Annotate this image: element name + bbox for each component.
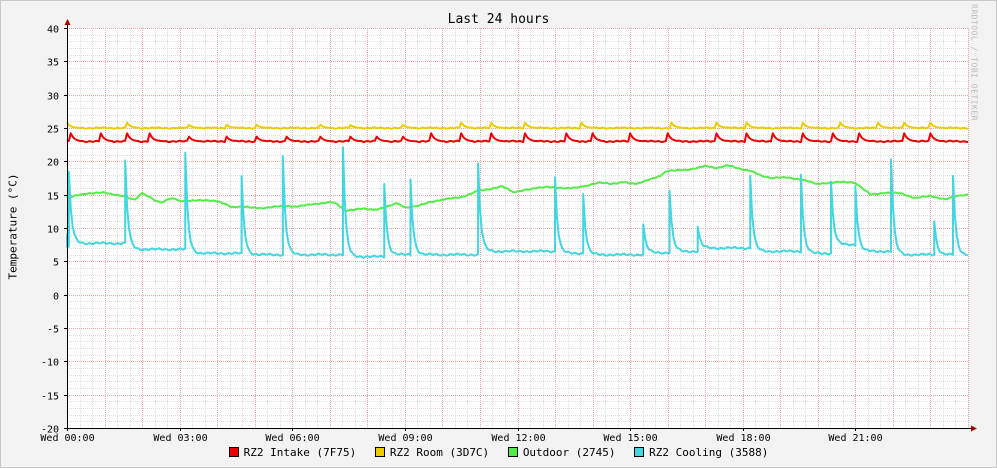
rrdtool-watermark: RRDTOOL / TOBI OETIKER (969, 4, 979, 121)
chart-title: Last 24 hours (447, 12, 550, 27)
y-tick-label: 35 (47, 58, 59, 69)
y-tick-label: -15 (41, 392, 59, 403)
series-line-2 (66, 121, 969, 130)
y-tick-label: -20 (41, 425, 59, 436)
legend-item-outdoor: Outdoor (2745) (507, 446, 616, 459)
y-tick-label: 40 (47, 25, 59, 36)
x-tick-label: Wed 21:00 (828, 433, 882, 444)
y-tick-label: 20 (47, 158, 59, 169)
x-tick-label: Wed 15:00 (603, 433, 657, 444)
legend-label-intake: RZ2 Intake (7F75) (243, 446, 357, 459)
y-tick-label: 5 (53, 258, 59, 269)
legend-label-cooling: RZ2 Cooling (3588) (649, 446, 769, 459)
x-tick-labels: Wed 00:00 Wed 03:00 Wed 06:00 Wed 09:00 Wed … (40, 433, 882, 444)
axes (64, 19, 977, 432)
y-tick-label: 25 (47, 125, 59, 136)
y-tick-label: 0 (53, 292, 59, 303)
series-line-1 (66, 132, 969, 144)
legend-label-room: RZ2 Room (3D7C) (389, 446, 490, 459)
x-tick-label: Wed 00:00 (40, 433, 94, 444)
y-axis-arrow (64, 19, 71, 25)
y-tick-label: 15 (47, 192, 59, 203)
x-tick-label: Wed 09:00 (378, 433, 432, 444)
legend-swatch-intake (228, 447, 239, 457)
series-layer (66, 121, 969, 259)
y-tick-label: -5 (47, 325, 59, 336)
series-line-3 (66, 164, 969, 212)
y-tick-label: 30 (47, 92, 59, 103)
x-axis-arrow (971, 425, 977, 432)
series-line-4 (66, 146, 969, 259)
x-tick-label: Wed 12:00 (491, 433, 545, 444)
y-tick-label: 10 (47, 225, 59, 236)
x-tick-label: Wed 06:00 (265, 433, 319, 444)
y-tick-label: -10 (41, 358, 59, 369)
legend-item-cooling: RZ2 Cooling (3588) (634, 446, 768, 459)
major-grid (67, 28, 969, 429)
y-tick-labels: 40 35 30 25 20 15 10 5 0 -5 -10 -15 -20 (41, 25, 59, 436)
legend-swatch-outdoor (507, 447, 518, 457)
legend-item-room: RZ2 Room (3D7C) (374, 446, 490, 459)
legend-swatch-room (374, 447, 385, 457)
y-axis-label: Temperature (°C) (6, 173, 20, 280)
legend-item-intake: RZ2 Intake (7F75) (228, 446, 357, 459)
legend-label-outdoor: Outdoor (2745) (522, 446, 616, 459)
legend-swatch-cooling (634, 447, 645, 457)
x-tick-label: Wed 03:00 (153, 433, 207, 444)
x-tick-label: Wed 18:00 (716, 433, 770, 444)
legend: RZ2 Intake (7F75) RZ2 Room (3D7C) Outdoo… (0, 446, 997, 459)
